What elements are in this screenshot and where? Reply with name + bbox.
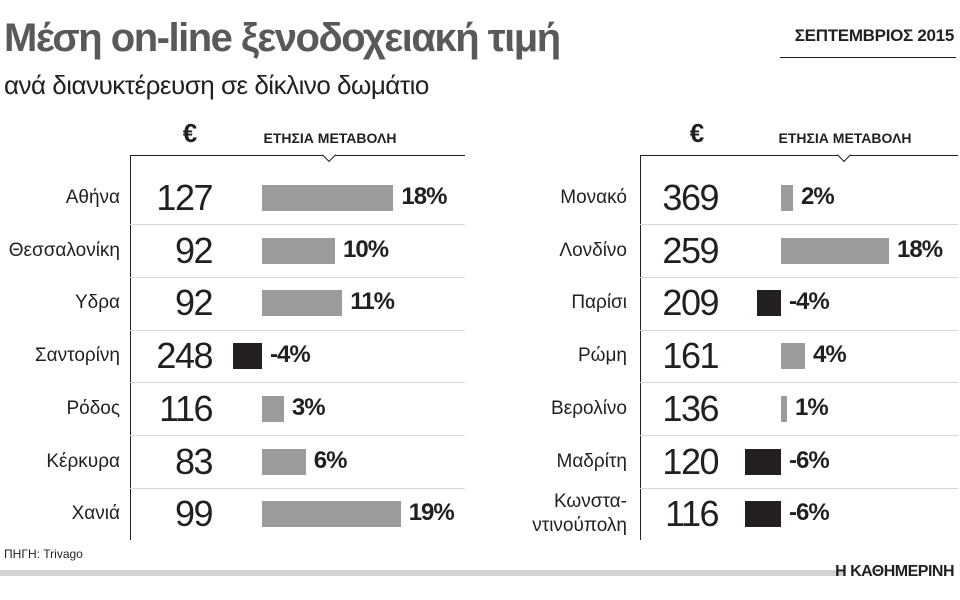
bar [262, 395, 284, 422]
price: 99 [174, 493, 214, 535]
price: 248 [156, 335, 213, 377]
row-rule [130, 277, 465, 279]
row-rule [640, 435, 958, 437]
bar [745, 501, 781, 528]
row-label: Μονακό [560, 187, 627, 208]
row-label: Χανιά [71, 503, 120, 525]
change-label: -4% [270, 341, 311, 369]
row-label: Κωνστα- ντινούπολη [532, 491, 627, 537]
row-label: Αθήνα [65, 187, 120, 208]
brand: Η ΚΑΘΗΜΕΡΙΝΗ [835, 563, 954, 580]
price: 92 [174, 282, 214, 324]
bar [232, 343, 262, 370]
bar [262, 290, 343, 317]
header-notch [321, 147, 337, 163]
row-rule [640, 487, 958, 489]
change-label: 10% [343, 235, 389, 263]
change-label: 3% [291, 393, 326, 421]
price: 209 [662, 282, 719, 324]
change-label: 19% [408, 499, 455, 527]
row-rule [640, 224, 958, 226]
price: 116 [159, 387, 213, 429]
bar [262, 448, 306, 475]
row-label: Ρόδος [66, 397, 120, 419]
change-label: -6% [789, 446, 830, 474]
subtitle: ανά διανυκτέρευση σε δίκλινο δωμάτιο [4, 70, 429, 100]
change-header: ΕΤΗΣΙΑ ΜΕΤΑΒΟΛΗ [778, 130, 912, 146]
row-rule [130, 329, 465, 331]
row-rule [640, 382, 958, 384]
price: 92 [174, 229, 214, 271]
change-label: 18% [401, 183, 447, 210]
row-rule [130, 435, 465, 437]
price: 161 [662, 335, 719, 377]
row-label: Βερολίνο [551, 397, 627, 419]
bar [262, 501, 401, 528]
bar [757, 290, 781, 317]
price: 259 [662, 229, 719, 271]
row-label: Μαδρίτη [556, 450, 628, 472]
price-header: € [689, 118, 705, 148]
row-label: Λονδίνο [559, 239, 627, 261]
change-label: 18% [897, 235, 943, 263]
bar [745, 448, 781, 475]
row-label: Υδρα [74, 292, 120, 314]
price: 116 [665, 493, 719, 535]
date: ΣΕΠΤΕΜΒΡΙΟΣ 2015 [794, 26, 955, 45]
price: 136 [662, 387, 719, 429]
source: ΠΗΓΗ: Trivago [4, 547, 83, 561]
price-header: € [182, 118, 198, 148]
price: 127 [156, 177, 213, 218]
bar [262, 185, 394, 211]
bar [781, 343, 805, 370]
row-label: Σαντορίνη [34, 345, 120, 367]
bar [781, 395, 787, 422]
row-rule [130, 382, 465, 384]
row-rule [130, 487, 465, 489]
rule [780, 57, 956, 58]
bar [781, 185, 793, 211]
header-rule [640, 155, 958, 156]
row-label: Κέρκυρα [46, 450, 120, 472]
row-label: Παρίσι [571, 292, 627, 314]
title: Μέση on-line ξενοδοχειακή τιμή [4, 16, 561, 60]
price: 120 [662, 440, 719, 482]
change-label: -4% [789, 288, 830, 316]
change-label: -6% [789, 499, 830, 527]
change-label: 1% [795, 393, 829, 421]
change-label: 2% [801, 183, 835, 210]
change-label: 4% [813, 341, 847, 369]
price: 369 [662, 177, 719, 218]
header-rule [130, 155, 465, 156]
row-rule [640, 277, 958, 279]
row-label: Ρώμη [577, 345, 627, 367]
price: 83 [174, 440, 214, 482]
change-label: 11% [350, 288, 395, 316]
column-rule [130, 155, 131, 540]
bar [262, 237, 335, 264]
column-rule [640, 155, 641, 540]
header-notch [836, 147, 852, 163]
row-rule [130, 224, 465, 226]
change-header: ΕΤΗΣΙΑ ΜΕΤΑΒΟΛΗ [263, 130, 397, 146]
row-label: Θεσσαλονίκη [8, 239, 120, 261]
row-rule [640, 329, 958, 331]
rule [0, 570, 845, 576]
change-label: 6% [313, 446, 348, 474]
bar [781, 237, 889, 264]
